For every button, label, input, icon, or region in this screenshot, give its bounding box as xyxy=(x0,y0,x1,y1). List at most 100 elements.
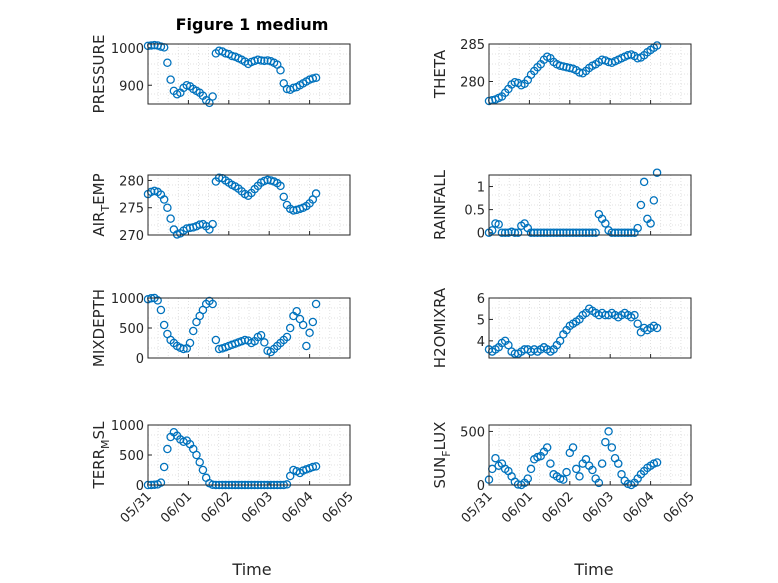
y-axis-label: TERRMSL xyxy=(90,421,112,490)
data-point xyxy=(542,228,552,237)
data-point xyxy=(559,475,568,484)
y-tick-label: 1 xyxy=(477,181,485,196)
x-axis-label-left: Time xyxy=(231,560,271,579)
data-point xyxy=(555,336,565,346)
data-point xyxy=(156,478,166,487)
y-axis-label: RAINFALL xyxy=(431,169,449,240)
data-point xyxy=(623,228,633,237)
data-point xyxy=(559,228,568,237)
data-point xyxy=(198,465,208,475)
data-point xyxy=(276,181,285,191)
y-tick-label: 500 xyxy=(460,425,485,440)
y-axis-label: PRESSURE xyxy=(90,35,108,114)
data-point xyxy=(159,195,169,204)
y-tick-label: 900 xyxy=(119,79,144,94)
data-point xyxy=(633,319,642,328)
data-point xyxy=(572,464,581,474)
data-point xyxy=(510,228,520,237)
data-point xyxy=(163,444,172,454)
data-points xyxy=(484,304,662,358)
data-point xyxy=(630,310,639,320)
data-point xyxy=(552,228,562,237)
data-point xyxy=(311,462,321,471)
data-point xyxy=(614,459,623,468)
h2omixra-panel: 4 5 6 H2OMIXRA xyxy=(431,287,692,368)
data-point xyxy=(626,228,636,237)
data-point xyxy=(282,480,292,489)
data-point xyxy=(542,443,552,452)
data-point xyxy=(601,219,610,228)
data-point xyxy=(581,455,591,464)
data-point xyxy=(276,66,285,75)
axes-box xyxy=(488,43,692,105)
data-point xyxy=(607,443,617,452)
x-axis-label-right: Time xyxy=(573,560,613,579)
y-axis-label: SUNFLUX xyxy=(431,422,453,489)
data-point xyxy=(256,330,266,340)
data-point xyxy=(526,228,536,237)
data-point xyxy=(636,200,646,210)
data-point xyxy=(610,228,620,237)
data-point xyxy=(211,335,221,345)
data-point xyxy=(256,56,266,65)
data-point xyxy=(504,340,513,350)
data-point xyxy=(652,458,662,467)
data-point xyxy=(513,228,523,237)
data-point xyxy=(565,228,575,237)
data-point xyxy=(652,168,662,177)
data-point xyxy=(163,203,172,212)
data-point xyxy=(308,74,318,83)
y-tick-label: 500 xyxy=(119,322,144,337)
data-point xyxy=(305,328,314,338)
data-point xyxy=(546,228,555,237)
data-point xyxy=(594,478,604,488)
figure-title: Figure 1 medium xyxy=(176,15,329,34)
y-tick-label: 270 xyxy=(119,229,144,244)
data-point xyxy=(588,465,597,475)
data-point xyxy=(601,437,610,447)
grid-lines xyxy=(489,425,691,485)
data-points xyxy=(143,173,321,239)
y-tick-label: 280 xyxy=(460,76,485,91)
data-point xyxy=(568,228,578,237)
data-point xyxy=(163,58,172,68)
data-point xyxy=(649,196,659,205)
data-point xyxy=(311,73,321,83)
data-point xyxy=(614,228,623,237)
data-point xyxy=(208,299,217,309)
data-point xyxy=(555,228,565,237)
axes-box xyxy=(488,174,692,236)
y-tick-label: 0.5 xyxy=(464,204,485,219)
data-point xyxy=(575,228,584,237)
data-point xyxy=(623,51,633,60)
data-point xyxy=(159,320,169,330)
data-point xyxy=(491,453,500,463)
data-point xyxy=(166,214,175,223)
data-point xyxy=(208,219,217,229)
data-point xyxy=(292,306,301,316)
y-tick-label: 0 xyxy=(136,479,144,494)
data-point xyxy=(588,228,597,237)
grid-lines xyxy=(148,175,350,235)
axes-box xyxy=(147,43,351,105)
y-tick-label: 0 xyxy=(477,227,485,242)
data-point xyxy=(497,228,507,237)
data-point xyxy=(607,228,617,237)
data-point xyxy=(562,467,571,477)
y-axis-label: H2OMIXRA xyxy=(431,287,449,368)
data-point xyxy=(188,326,198,336)
rainfall-panel: 0 0.5 1 RAINFALL xyxy=(431,168,692,242)
data-point xyxy=(591,228,600,237)
data-point xyxy=(205,98,214,108)
data-point xyxy=(208,92,217,101)
data-point xyxy=(285,323,295,333)
data-point xyxy=(575,472,584,481)
data-point xyxy=(604,57,613,67)
axes-box xyxy=(147,297,351,359)
y-tick-label: 1000 xyxy=(111,42,144,57)
data-point xyxy=(156,42,166,51)
axes-box xyxy=(147,424,351,486)
data-point xyxy=(195,457,204,467)
grid-lines xyxy=(148,298,350,358)
y-axis-label: AIRTEMP xyxy=(90,173,112,236)
